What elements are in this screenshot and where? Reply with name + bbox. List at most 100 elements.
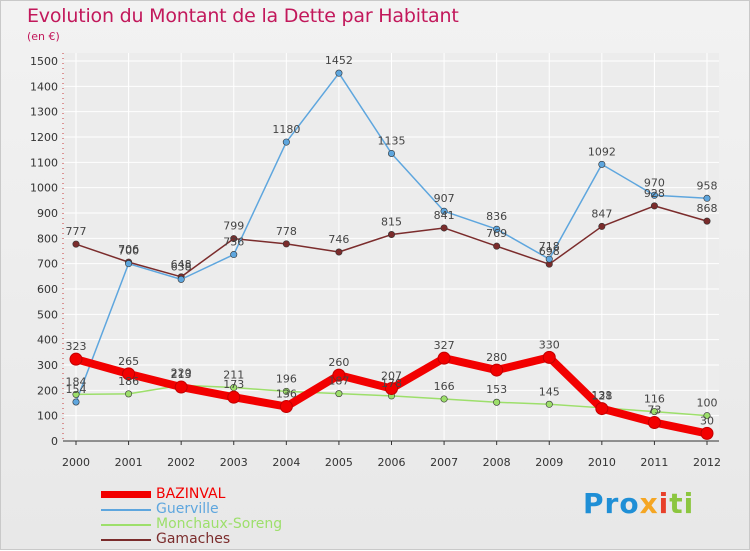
data-point [440, 395, 448, 403]
data-label: 178 [381, 377, 402, 390]
y-tick-label: 100 [37, 410, 58, 423]
data-point [230, 235, 238, 243]
x-tick-label: 2004 [272, 456, 300, 469]
data-point [595, 402, 609, 416]
data-label: 769 [486, 227, 507, 240]
y-tick-label: 400 [37, 334, 58, 347]
data-label: 128 [591, 390, 612, 403]
data-point [440, 207, 448, 215]
legend-swatch [101, 509, 151, 511]
data-label: 220 [171, 366, 192, 379]
x-tick-label: 2012 [693, 456, 721, 469]
data-label: 136 [276, 388, 297, 401]
data-label: 746 [328, 233, 349, 246]
data-label: 868 [697, 202, 718, 215]
logo-part-4: ti [669, 487, 695, 520]
data-label: 958 [697, 179, 718, 192]
data-label: 1180 [272, 123, 300, 136]
x-tick-label: 2005 [325, 456, 353, 469]
data-point [650, 191, 658, 199]
data-label: 280 [486, 351, 507, 364]
data-label: 718 [539, 240, 560, 253]
data-label: 173 [223, 378, 244, 391]
data-point [335, 69, 343, 77]
data-label: 207 [381, 370, 402, 383]
data-label: 841 [434, 209, 455, 222]
data-label: 799 [223, 220, 244, 233]
data-point [598, 222, 606, 230]
logo-part-1: Pro [583, 487, 640, 520]
data-point [700, 426, 714, 440]
data-label: 638 [171, 260, 192, 273]
data-label: 145 [539, 385, 560, 398]
y-tick-label: 1400 [30, 80, 58, 93]
data-point [650, 408, 658, 416]
chart-subtitle: (en €) [27, 30, 60, 43]
data-point [647, 416, 661, 430]
data-point [332, 368, 346, 382]
data-point [437, 351, 451, 365]
data-point [230, 251, 238, 259]
logo-part-2: x [639, 487, 659, 520]
data-point [69, 352, 83, 366]
data-point [227, 390, 241, 404]
data-label: 836 [486, 210, 507, 223]
data-point [335, 248, 343, 256]
legend-label: Monchaux-Soreng [156, 516, 283, 532]
data-point [542, 350, 556, 364]
data-point [490, 363, 504, 377]
y-tick-label: 1500 [30, 55, 58, 68]
x-tick-label: 2008 [483, 456, 511, 469]
y-tick-label: 200 [37, 384, 58, 397]
data-point [493, 398, 501, 406]
data-point [545, 255, 553, 263]
data-point [174, 380, 188, 394]
data-point [385, 382, 398, 396]
data-label: 330 [539, 338, 560, 351]
data-point [279, 400, 293, 414]
data-label: 265 [118, 355, 139, 368]
data-label: 698 [539, 245, 560, 258]
data-label: 1092 [588, 145, 616, 158]
data-label: 736 [223, 236, 244, 249]
y-tick-label: 500 [37, 308, 58, 321]
legend-swatch [101, 539, 151, 541]
y-tick-label: 0 [51, 435, 58, 448]
data-label: 260 [328, 356, 349, 369]
data-label: 211 [223, 369, 244, 382]
proxiti-logo: Proxiti [583, 487, 694, 520]
data-label: 327 [434, 339, 455, 352]
x-tick-label: 2006 [378, 456, 406, 469]
data-point [703, 194, 711, 202]
data-label: 847 [591, 207, 612, 220]
data-label: 970 [644, 176, 665, 189]
y-tick-label: 1000 [30, 182, 58, 195]
data-label: 778 [276, 225, 297, 238]
data-point [387, 149, 395, 157]
data-point [282, 387, 290, 395]
legend-swatch [101, 524, 151, 526]
data-label: 116 [644, 393, 665, 406]
data-label: 1135 [378, 134, 406, 147]
data-label: 186 [118, 375, 139, 388]
y-tick-label: 1200 [30, 131, 58, 144]
data-point [72, 390, 80, 398]
data-point [703, 412, 711, 420]
x-tick-label: 2009 [535, 456, 563, 469]
data-point [703, 217, 711, 225]
data-label: 100 [697, 397, 718, 410]
data-point [125, 390, 133, 398]
chart-title: Evolution du Montant de la Dette par Hab… [27, 5, 459, 27]
x-tick-label: 2002 [167, 456, 195, 469]
data-label: 648 [171, 258, 192, 271]
data-label: 213 [171, 368, 192, 381]
data-label: 777 [66, 225, 87, 238]
logo-part-3: i [658, 487, 670, 520]
data-point [545, 400, 553, 408]
data-label: 815 [381, 216, 402, 229]
data-label: 166 [434, 380, 455, 393]
y-tick-label: 900 [37, 207, 58, 220]
data-point [650, 202, 658, 210]
y-tick-label: 1300 [30, 106, 58, 119]
